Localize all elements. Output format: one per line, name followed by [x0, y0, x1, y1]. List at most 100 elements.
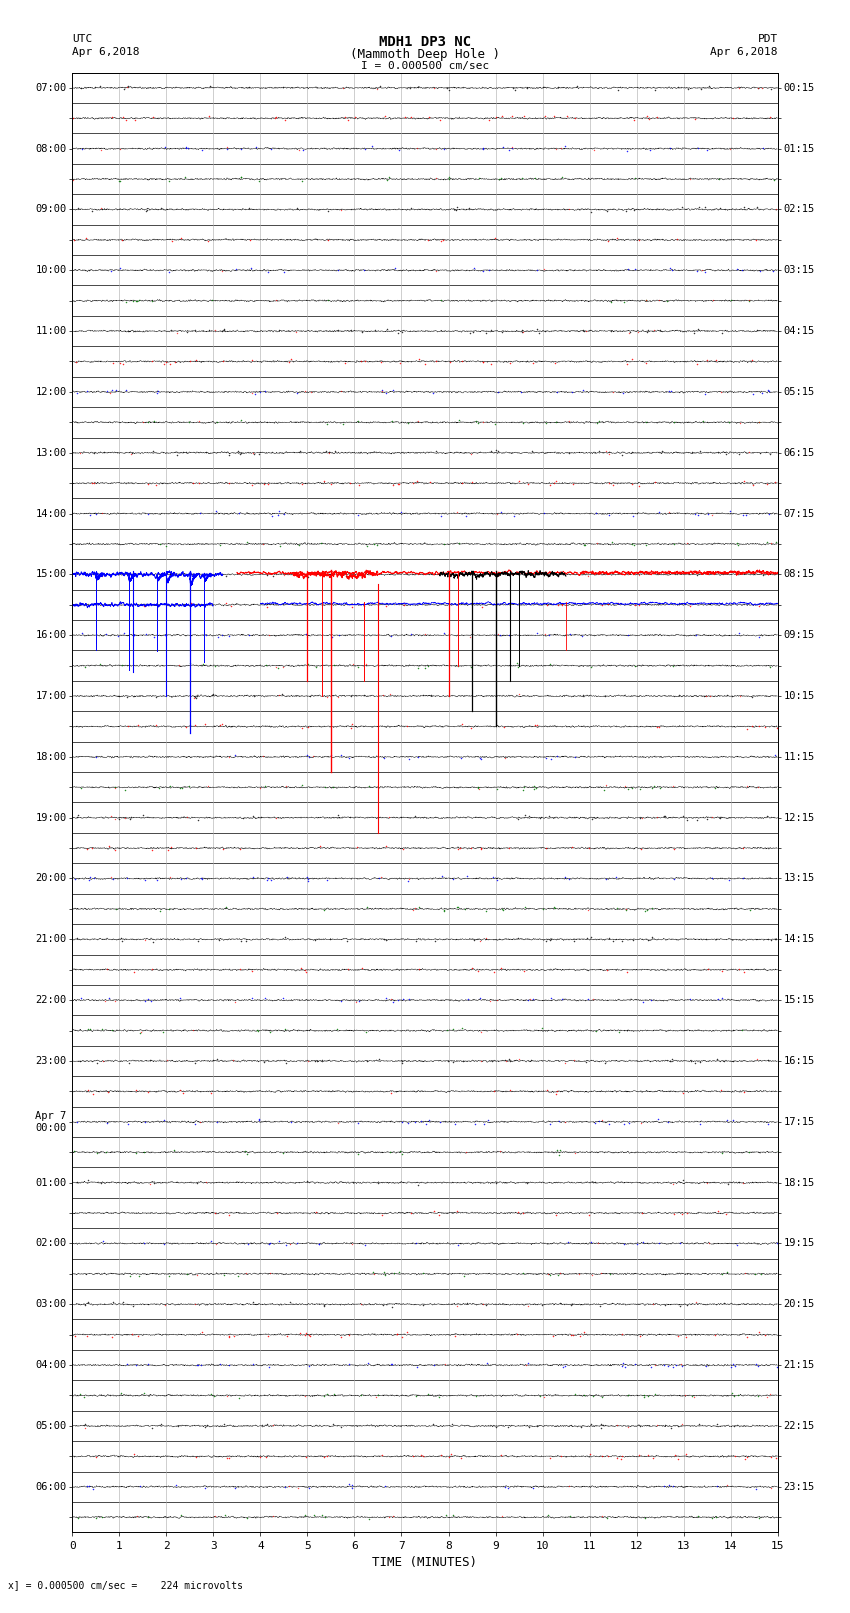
Point	[700, 682, 713, 708]
Point	[378, 103, 392, 129]
Point	[490, 868, 504, 894]
Point	[274, 532, 287, 558]
Point	[443, 166, 456, 192]
Point	[761, 529, 774, 555]
Point	[278, 924, 292, 950]
Point	[312, 1231, 326, 1257]
Point	[490, 1169, 503, 1195]
Point	[283, 1289, 297, 1315]
Point	[194, 1352, 207, 1378]
Point	[761, 803, 774, 829]
Point	[106, 350, 120, 376]
Point	[71, 195, 85, 221]
Point	[222, 1202, 235, 1227]
Point	[219, 590, 233, 616]
Point	[334, 1324, 348, 1350]
Point	[620, 897, 633, 923]
Point	[96, 1048, 110, 1074]
Point	[105, 105, 119, 131]
Point	[565, 379, 579, 405]
Point	[150, 381, 164, 406]
Point	[363, 774, 377, 800]
Point	[679, 1324, 693, 1350]
Point	[208, 653, 222, 679]
Point	[700, 347, 714, 373]
Point	[409, 929, 422, 955]
Point	[257, 744, 270, 769]
Point	[217, 1411, 230, 1437]
Point	[181, 135, 195, 161]
Point	[539, 836, 552, 861]
Point	[81, 1323, 94, 1348]
Point	[721, 1171, 734, 1197]
Point	[120, 1352, 133, 1378]
Point	[71, 381, 84, 406]
Point	[730, 529, 744, 555]
Point	[176, 774, 190, 800]
Point	[547, 469, 561, 495]
Point	[484, 352, 498, 377]
Point	[737, 195, 751, 221]
Point	[437, 619, 451, 645]
Point	[206, 1047, 219, 1073]
Point	[208, 1503, 222, 1529]
Point	[553, 1137, 567, 1163]
Point	[269, 287, 282, 313]
Point	[296, 773, 309, 798]
Point	[505, 103, 518, 129]
Point	[174, 1503, 188, 1529]
Point	[676, 1168, 689, 1194]
Point	[260, 868, 274, 894]
Point	[290, 381, 303, 406]
Point	[722, 498, 736, 524]
Point	[543, 926, 557, 952]
Point	[512, 653, 525, 679]
Point	[521, 1292, 535, 1318]
Point	[170, 319, 184, 345]
Point	[737, 1079, 751, 1105]
Point	[385, 408, 399, 434]
Point	[71, 803, 85, 829]
Point	[260, 1411, 274, 1437]
Point	[332, 318, 345, 344]
Point	[494, 1442, 507, 1468]
Point	[752, 1319, 766, 1345]
Point	[210, 1045, 224, 1071]
Point	[446, 866, 460, 892]
Point	[552, 1261, 565, 1287]
Point	[700, 1353, 713, 1379]
Point	[549, 408, 563, 434]
Point	[331, 1016, 344, 1042]
Point	[533, 1384, 547, 1410]
Point	[410, 1384, 423, 1410]
Point	[252, 1107, 266, 1132]
Point	[675, 1350, 688, 1376]
Point	[301, 565, 314, 590]
Point	[565, 1290, 579, 1316]
Point	[99, 621, 113, 647]
Point	[284, 347, 298, 373]
Point	[247, 442, 261, 468]
Point	[71, 1169, 84, 1195]
Point	[74, 776, 88, 802]
Point	[94, 195, 108, 221]
Point	[189, 1444, 202, 1469]
Point	[201, 1413, 214, 1439]
Point	[750, 227, 763, 253]
Point	[708, 560, 722, 586]
Point	[174, 226, 188, 252]
Point	[634, 1110, 648, 1136]
Point	[462, 195, 476, 221]
Point	[298, 1323, 312, 1348]
Point	[71, 1110, 84, 1136]
Point	[746, 381, 760, 406]
Point	[567, 1323, 581, 1348]
Point	[121, 74, 134, 100]
Point	[464, 440, 478, 466]
Point	[299, 1444, 313, 1469]
Point	[83, 502, 97, 527]
Point	[594, 1415, 608, 1440]
Point	[112, 806, 126, 832]
Point	[309, 1048, 322, 1074]
Point	[203, 73, 217, 98]
